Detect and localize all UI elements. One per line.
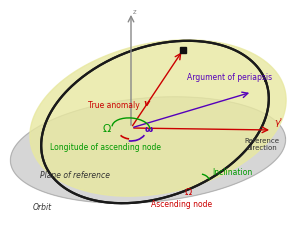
Text: Orbit: Orbit (32, 203, 52, 212)
Text: v: v (143, 99, 149, 108)
Text: γ': γ' (274, 118, 282, 127)
Polygon shape (11, 97, 286, 203)
Text: Ω: Ω (185, 188, 192, 197)
Text: Inclination: Inclination (212, 168, 252, 177)
Text: Ascending node: Ascending node (152, 200, 213, 209)
Text: ω: ω (145, 125, 153, 134)
Text: Ω: Ω (103, 124, 111, 134)
Text: Reference
direction: Reference direction (244, 138, 280, 151)
Text: Argument of periapsis: Argument of periapsis (187, 73, 272, 82)
Text: Plane of reference: Plane of reference (40, 171, 110, 180)
Text: Longitude of ascending node: Longitude of ascending node (50, 143, 161, 152)
Text: True anomaly: True anomaly (88, 101, 140, 110)
Text: z: z (133, 9, 136, 15)
Polygon shape (30, 40, 286, 196)
